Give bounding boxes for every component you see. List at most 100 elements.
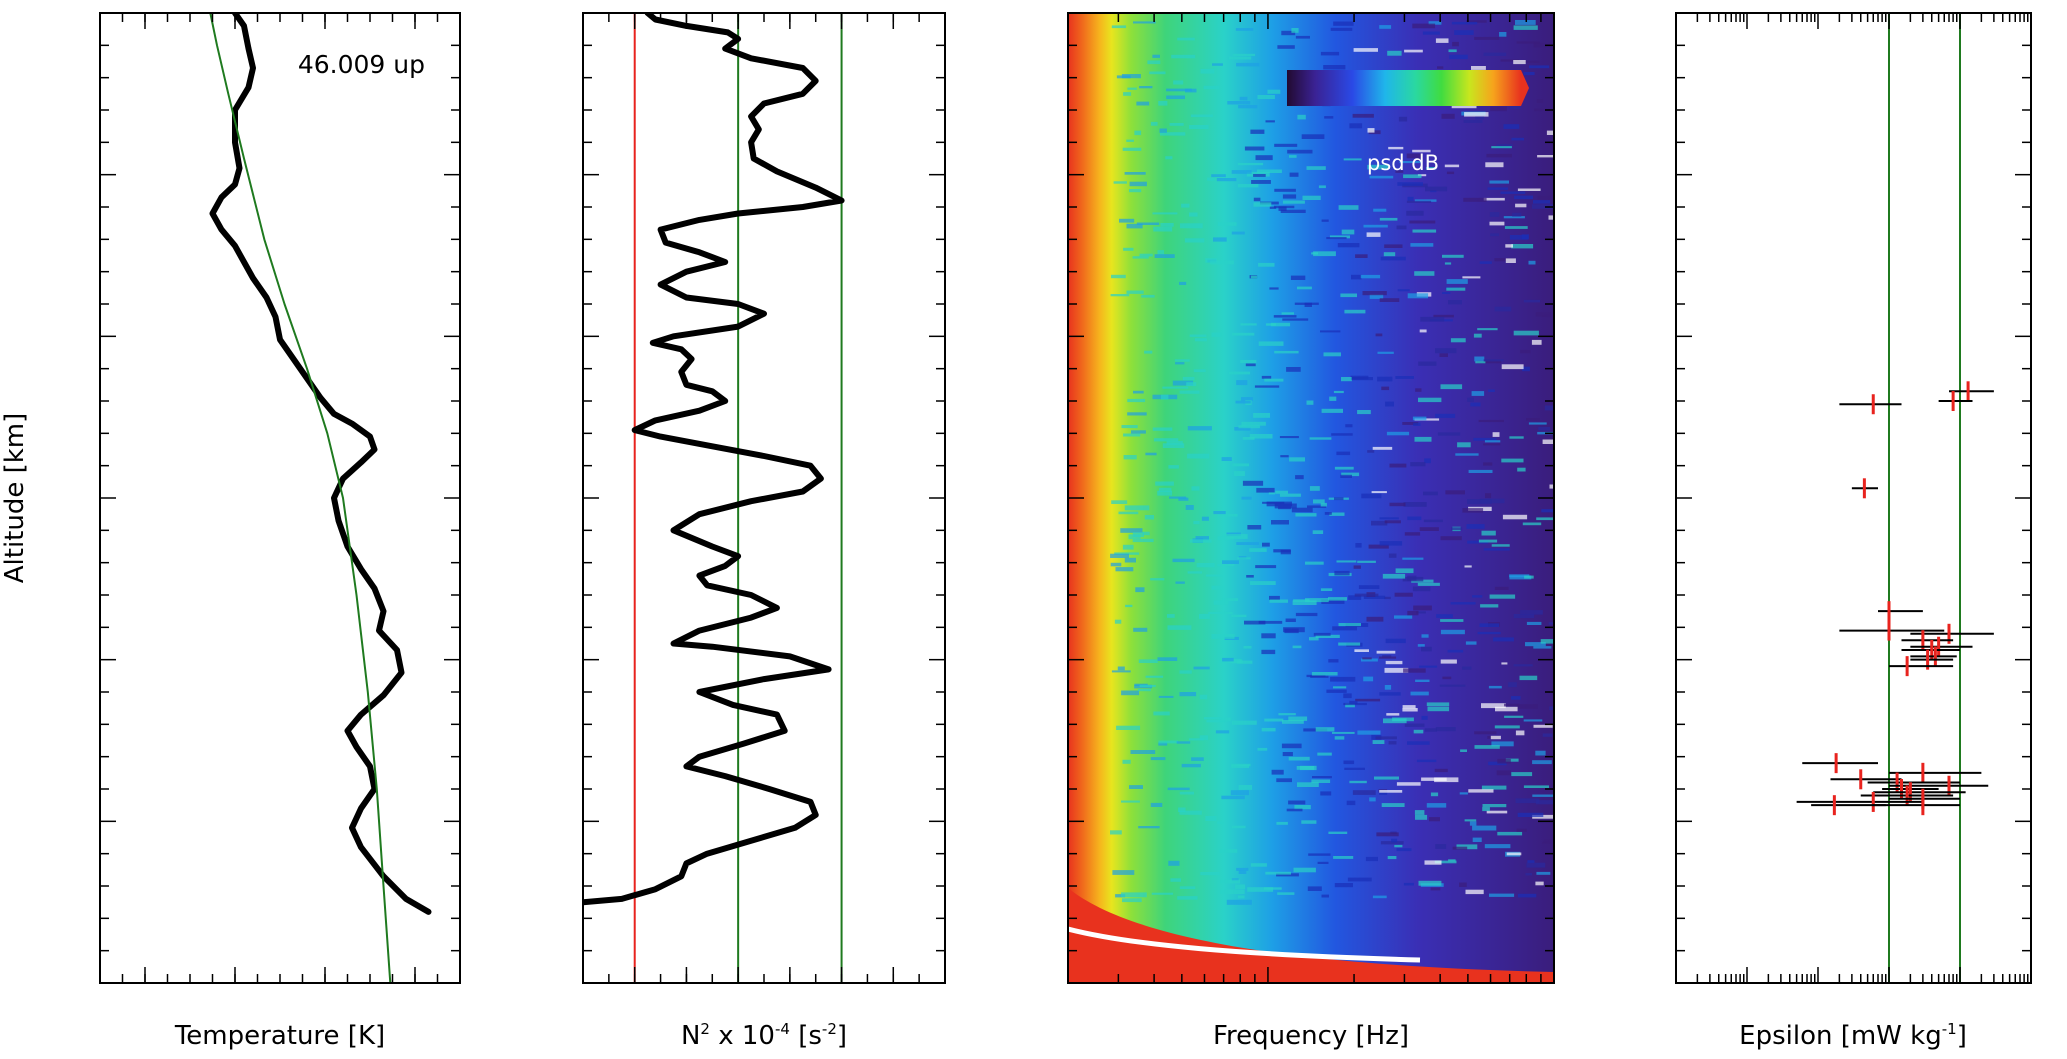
psd-streak xyxy=(1389,463,1407,468)
psd-streak xyxy=(1323,352,1341,357)
psd-streak xyxy=(1126,223,1143,229)
psd-streak xyxy=(1517,467,1526,472)
psd-streak xyxy=(1494,725,1520,729)
xlabel-part: ] xyxy=(1957,1021,1967,1051)
psd-streak xyxy=(1264,887,1282,890)
psd-streak xyxy=(1119,218,1135,223)
psd-streak xyxy=(1513,664,1533,667)
psd-streak xyxy=(1546,130,1554,135)
psd-streak xyxy=(1483,462,1493,466)
psd-streak xyxy=(1179,281,1187,285)
psd-streak xyxy=(1231,825,1246,829)
psd-streak xyxy=(1449,54,1468,60)
psd-streak xyxy=(1406,200,1432,203)
psd-streak xyxy=(1365,856,1378,862)
psd-streak xyxy=(1503,216,1525,219)
xlabel-superscript: -1 xyxy=(1942,1020,1957,1038)
psd-streak xyxy=(1491,741,1514,747)
psd-streak xyxy=(1157,490,1173,496)
psd-streak xyxy=(1424,728,1437,732)
psd-streak xyxy=(1435,727,1456,732)
psd-streak xyxy=(1522,366,1530,372)
psd-streak xyxy=(1500,191,1526,194)
psd-streak xyxy=(1211,585,1225,590)
psd-streak xyxy=(1503,124,1520,129)
psd-streak xyxy=(1419,665,1438,668)
psd-streak xyxy=(1459,792,1468,795)
psd-streak xyxy=(1323,65,1346,70)
psd-streak xyxy=(1464,112,1489,117)
psd-streak xyxy=(1504,703,1520,707)
psd-streak xyxy=(1524,575,1534,579)
psd-streak xyxy=(1395,170,1404,173)
psd-streak xyxy=(1317,752,1332,756)
psd-streak xyxy=(1517,188,1541,191)
psd-streak xyxy=(1402,708,1418,712)
psd-streak xyxy=(1423,491,1438,496)
psd-streak xyxy=(1533,200,1551,204)
psd-streak xyxy=(1295,35,1310,39)
psd-streak xyxy=(1189,334,1207,337)
psd-streak xyxy=(1139,86,1153,89)
psd-streak xyxy=(1184,238,1205,243)
psd-streak xyxy=(1439,684,1466,687)
psd-streak xyxy=(1426,167,1437,170)
psd-streak xyxy=(1379,25,1392,29)
psd-streak xyxy=(1451,21,1478,25)
xlabel-part: N xyxy=(681,1021,700,1051)
psd-streak xyxy=(1238,425,1260,429)
psd-streak xyxy=(1475,116,1484,120)
psd-streak xyxy=(1371,520,1388,526)
psd-streak xyxy=(1177,37,1195,41)
psd-streak xyxy=(1483,548,1510,551)
psd-streak xyxy=(1265,120,1275,123)
psd-streak xyxy=(1349,780,1367,784)
psd-streak xyxy=(1295,513,1317,517)
psd-streak xyxy=(1352,790,1376,795)
psd-streak xyxy=(1472,825,1497,831)
psd-streak xyxy=(1343,702,1367,706)
psd-streak xyxy=(1219,717,1231,722)
psd-streak xyxy=(1286,367,1301,372)
psd-streak xyxy=(1410,462,1426,467)
psd-streak xyxy=(1250,275,1257,279)
buoyancy-plot-area xyxy=(583,13,845,983)
psd-streak xyxy=(1246,575,1254,578)
psd-streak xyxy=(1169,496,1187,499)
psd-streak xyxy=(1175,581,1185,584)
psd-streak xyxy=(1284,628,1299,634)
psd-streak xyxy=(1441,113,1455,119)
psd-streak xyxy=(1266,501,1292,507)
psd-streak xyxy=(1472,837,1482,842)
psd-streak xyxy=(1407,575,1417,581)
psd-streak xyxy=(1532,760,1552,765)
psd-streak xyxy=(1394,615,1413,619)
psd-streak xyxy=(1133,21,1156,24)
psd-streak xyxy=(1515,730,1525,736)
psd-streak xyxy=(1385,660,1403,665)
epsilon-panel: Epsilon [mW kg-1] xyxy=(1675,12,2032,1051)
psd-streak xyxy=(1236,867,1249,871)
psd-streak xyxy=(1402,705,1416,709)
psd-streak xyxy=(1521,234,1529,240)
psd-streak xyxy=(1336,560,1357,563)
psd-streak xyxy=(1228,56,1252,60)
psd-streak xyxy=(1410,691,1429,696)
psd-streak xyxy=(1222,657,1234,662)
psd-streak xyxy=(1324,116,1334,119)
psd-streak xyxy=(1195,536,1209,541)
psd-streak xyxy=(1404,49,1423,53)
psd-streak xyxy=(1127,87,1137,90)
psd-streak xyxy=(1180,223,1203,229)
psd-streak xyxy=(1210,260,1234,265)
psd-streak xyxy=(1414,810,1425,815)
psd-streak xyxy=(1289,155,1297,158)
psd-streak xyxy=(1313,251,1336,257)
psd-streak xyxy=(1509,105,1521,110)
psd-streak xyxy=(1121,690,1140,696)
psd-streak xyxy=(1285,618,1296,622)
psd-streak xyxy=(1439,353,1448,357)
psd-streak xyxy=(1349,123,1363,129)
psd-streak xyxy=(1474,36,1500,40)
psd-streak xyxy=(1157,657,1178,661)
